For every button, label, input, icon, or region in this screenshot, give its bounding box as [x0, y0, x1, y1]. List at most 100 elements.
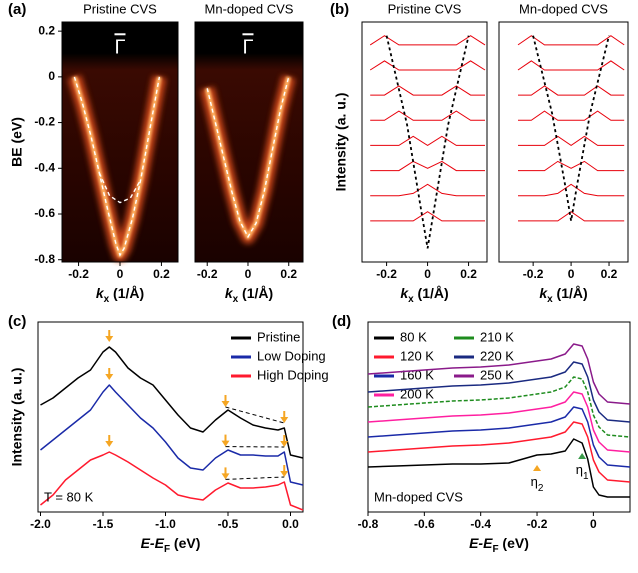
x-axis-label-part: k	[96, 285, 105, 301]
x-tick-label: 0	[117, 267, 124, 281]
legend-label: 80 K	[400, 329, 427, 344]
peak-label-part: η	[576, 462, 583, 477]
panel-label: (c)	[8, 313, 26, 330]
panel-title: Pristine CVS	[388, 1, 462, 16]
peak-label-part: 1	[583, 471, 589, 482]
x-axis-label-part: k	[400, 285, 409, 301]
spectrum-curve	[370, 135, 485, 146]
x-axis-label-part: k	[225, 285, 234, 301]
x-tick-label: 0	[568, 267, 575, 281]
band-dashed-line	[206, 76, 290, 239]
spectrum-curve	[369, 60, 486, 71]
spectrum-curve	[370, 160, 485, 172]
legend-label: 250 K	[480, 367, 514, 382]
spectrum-curve	[518, 110, 625, 121]
x-tick-label: -1.5	[93, 517, 114, 531]
x-tick-label: -0.8	[358, 517, 379, 531]
band-dashed-line	[73, 76, 161, 257]
x-axis-label: E-EF (eV)	[141, 535, 201, 555]
x-tick-label: -2.0	[30, 517, 51, 531]
arrow-head	[280, 417, 289, 423]
panel-title: Mn-doped CVS	[205, 1, 294, 16]
x-axis-label-part: (eV)	[170, 535, 200, 551]
peak-marker	[533, 465, 542, 471]
x-tick-label: -1.0	[155, 517, 176, 531]
legend-label: 210 K	[480, 329, 514, 344]
x-tick-label: 0.2	[280, 267, 297, 281]
x-axis-label-part: x	[547, 294, 553, 305]
arrow-head	[105, 336, 114, 342]
spectrum-line	[367, 421, 631, 483]
x-axis-label-part: x	[233, 294, 239, 305]
note: Mn-doped CVS	[374, 489, 463, 504]
legend-label: 200 K	[400, 386, 434, 401]
panel-title: Pristine CVS	[83, 1, 157, 16]
y-tick-label: 0	[48, 69, 55, 83]
panel-label: (a)	[8, 1, 26, 18]
legend-label: Pristine	[257, 329, 300, 344]
x-tick-label: -0.2	[376, 267, 397, 281]
spectrum-line	[367, 361, 631, 423]
x-tick-label: 0.2	[460, 267, 477, 281]
spectrum-line	[367, 438, 630, 498]
spectrum-line	[40, 346, 304, 459]
spectrum-line	[367, 376, 631, 438]
spectrum-curve	[518, 183, 625, 197]
legend-label: High Doping	[257, 367, 329, 382]
x-axis-label-part: (eV)	[499, 535, 529, 551]
x-axis-label: kx (1/Å)	[96, 285, 144, 305]
gamma-label: Γ	[114, 36, 125, 58]
y-axis-label: Intensity (a. u.)	[333, 93, 349, 192]
spectrum-curve	[369, 35, 486, 46]
y-tick-label: -0.6	[34, 206, 55, 220]
x-tick-label: 0.0	[282, 517, 299, 531]
band-dashed-line	[98, 172, 142, 204]
x-tick-label: -0.2	[527, 517, 548, 531]
x-axis-label: kx (1/Å)	[400, 285, 448, 305]
spectrum-curve	[518, 160, 625, 172]
x-tick-label: 0	[245, 267, 252, 281]
spectrum-line	[367, 406, 631, 468]
x-axis-label-part: F	[164, 544, 170, 555]
spectrum-line	[40, 384, 304, 486]
x-tick-label: -0.5	[218, 517, 239, 531]
spectrum-line	[367, 343, 631, 405]
arrow-head	[280, 441, 289, 447]
peak-label-part: 2	[538, 483, 544, 494]
peak-label-part: η	[531, 474, 538, 489]
peak-label: η1	[576, 462, 589, 482]
spectrum-curve	[517, 60, 625, 71]
x-tick-label: -0.4	[470, 517, 491, 531]
x-axis-label-part: E-E	[469, 535, 493, 551]
plot-frame	[194, 21, 304, 263]
panel-label: (d)	[332, 313, 351, 330]
spectrum-curve	[370, 110, 485, 121]
legend-label: 120 K	[400, 348, 434, 363]
legend-label: 220 K	[480, 348, 514, 363]
spectrum-curve	[518, 85, 625, 96]
arrow-head	[221, 401, 230, 407]
x-tick-label: -0.6	[414, 517, 435, 531]
x-tick-label: 0.2	[153, 267, 170, 281]
spectrum-curve	[518, 211, 625, 222]
gamma-label: Γ	[242, 36, 253, 58]
x-axis-label-part: x	[104, 294, 110, 305]
x-tick-label: -0.2	[197, 267, 218, 281]
spectrum-line	[40, 451, 304, 511]
legend-label: Low Doping	[257, 348, 326, 363]
spectrum-curve	[370, 211, 485, 222]
x-axis-label-part: (1/Å)	[553, 285, 588, 301]
x-tick-label: -0.2	[68, 267, 89, 281]
x-tick-label: 0	[424, 267, 431, 281]
x-axis-label-part: (1/Å)	[109, 285, 144, 301]
spectrum-line	[367, 391, 631, 453]
x-tick-label: 0.2	[601, 267, 618, 281]
panel-title: Mn-doped CVS	[519, 1, 608, 16]
panel-label: (b)	[330, 1, 349, 18]
arrow-connector	[225, 476, 285, 480]
spectrum-curve	[370, 85, 485, 96]
note: T = 80 K	[44, 489, 94, 504]
arrow-head	[280, 471, 289, 477]
x-axis-label-part: (1/Å)	[414, 285, 449, 301]
